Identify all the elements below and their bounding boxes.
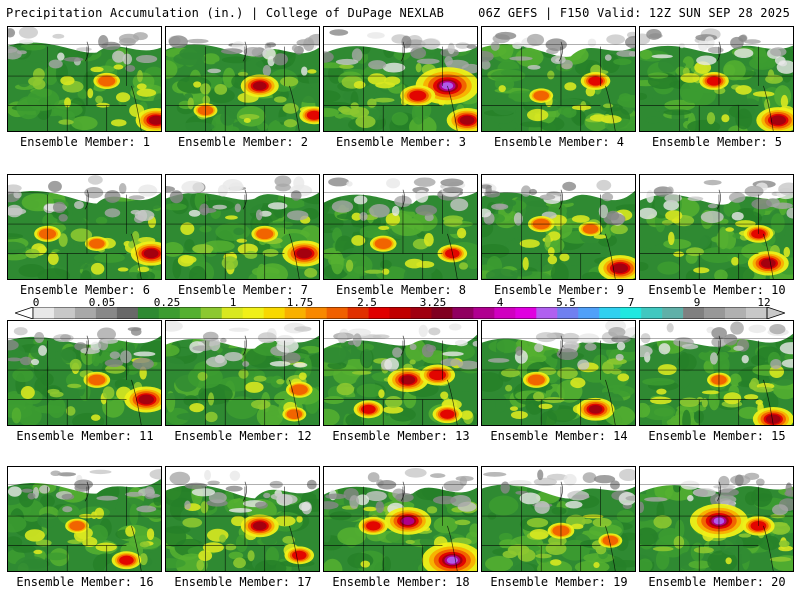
scale-swatch xyxy=(74,307,97,319)
scale-swatch xyxy=(116,307,139,319)
scale-tick-label: 4 xyxy=(496,296,504,309)
scale-swatch xyxy=(305,307,327,319)
ensemble-map-panel xyxy=(639,466,794,572)
ensemble-map-panel xyxy=(7,26,162,132)
ensemble-map-panel xyxy=(639,174,794,280)
scale-swatch xyxy=(410,307,432,319)
ensemble-map-panel xyxy=(323,26,478,132)
ensemble-member-label: Ensemble Member: 17 xyxy=(174,575,312,589)
ensemble-member-label: Ensemble Member: 14 xyxy=(490,429,628,443)
ensemble-map-panel xyxy=(165,26,320,132)
scale-swatch xyxy=(368,307,390,319)
scale-swatch xyxy=(263,307,285,319)
scale-swatch xyxy=(620,307,642,319)
ensemble-member-label: Ensemble Member: 11 xyxy=(16,429,154,443)
scale-tick-label: 3.25 xyxy=(419,296,447,309)
scale-swatch xyxy=(347,307,369,319)
ensemble-member-label: Ensemble Member: 20 xyxy=(648,575,786,589)
scale-tick-label: 1.75 xyxy=(286,296,314,309)
scale-swatch xyxy=(599,307,621,319)
scale-swatch xyxy=(662,307,684,319)
ensemble-member-label: Ensemble Member: 5 xyxy=(651,135,783,149)
scale-swatch xyxy=(431,307,453,319)
ensemble-map-panel xyxy=(481,26,636,132)
scale-tick-label: 0.05 xyxy=(88,296,116,309)
scale-swatch xyxy=(53,307,76,319)
scale-tick-label: 0.25 xyxy=(153,296,181,309)
scale-swatch xyxy=(389,307,411,319)
ensemble-map-panel xyxy=(481,320,636,426)
scale-tick-label: 1 xyxy=(229,296,237,309)
color-scale-bar xyxy=(15,307,785,319)
model-valid-time: 06Z GEFS | F150 Valid: 12Z SUN SEP 28 20… xyxy=(478,6,790,20)
ensemble-member-label: Ensemble Member: 1 xyxy=(19,135,151,149)
ensemble-member-label: Ensemble Member: 7 xyxy=(177,283,309,297)
scale-swatch xyxy=(95,307,118,319)
scale-tick-label: 5.5 xyxy=(556,296,576,309)
ensemble-member-label: Ensemble Member: 15 xyxy=(648,429,786,443)
ensemble-member-label: Ensemble Member: 4 xyxy=(493,135,625,149)
color-scale-labels: 0 0.05 0.25 1 1.75 2.5 3.25 4 5.5 7 9 12 xyxy=(0,296,800,309)
ensemble-member-label: Ensemble Member: 18 xyxy=(332,575,470,589)
scale-swatch xyxy=(725,307,747,319)
scale-tick-label: 7 xyxy=(627,296,635,309)
scale-swatch xyxy=(494,307,516,319)
scale-swatch xyxy=(179,307,202,319)
ensemble-member-label: Ensemble Member: 13 xyxy=(332,429,470,443)
scale-swatch xyxy=(704,307,726,319)
scale-swatch xyxy=(284,307,306,319)
ensemble-member-label: Ensemble Member: 2 xyxy=(177,135,309,149)
ensemble-map-panel xyxy=(323,320,478,426)
ensemble-member-label: Ensemble Member: 6 xyxy=(19,283,151,297)
ensemble-member-label: Ensemble Member: 3 xyxy=(335,135,467,149)
ensemble-member-label: Ensemble Member: 19 xyxy=(490,575,628,589)
ensemble-map-panel xyxy=(639,320,794,426)
scale-tick-label: 12 xyxy=(757,296,771,309)
scale-swatch xyxy=(473,307,495,319)
scale-swatch xyxy=(452,307,474,319)
ensemble-member-label: Ensemble Member: 12 xyxy=(174,429,312,443)
ensemble-member-label: Ensemble Member: 9 xyxy=(493,283,625,297)
ensemble-map-panel xyxy=(165,320,320,426)
scale-tick-label: 0 xyxy=(32,296,40,309)
ensemble-map-panel xyxy=(639,26,794,132)
map-title: Precipitation Accumulation (in.) | Colle… xyxy=(6,6,445,20)
ensemble-map-panel xyxy=(481,174,636,280)
ensemble-map-panel xyxy=(165,466,320,572)
scale-swatch xyxy=(536,307,558,319)
scale-swatch xyxy=(221,307,244,319)
scale-swatch xyxy=(326,307,348,319)
ensemble-map-panel xyxy=(7,320,162,426)
ensemble-map-panel xyxy=(323,466,478,572)
scale-swatch xyxy=(33,307,55,319)
scale-swatch xyxy=(515,307,537,319)
scale-swatch xyxy=(683,307,705,319)
ensemble-map-panel xyxy=(481,466,636,572)
ensemble-member-label: Ensemble Member: 8 xyxy=(335,283,467,297)
scale-swatch xyxy=(242,307,264,319)
scale-swatch xyxy=(746,307,768,319)
ensemble-map-panel xyxy=(323,174,478,280)
scale-tick-label: 2.5 xyxy=(357,296,377,309)
ensemble-map-panel xyxy=(7,174,162,280)
ensemble-member-label: Ensemble Member: 10 xyxy=(648,283,786,297)
scale-swatch xyxy=(578,307,600,319)
scale-swatch xyxy=(200,307,223,319)
scale-swatch xyxy=(158,307,181,319)
scale-swatch xyxy=(557,307,579,319)
ensemble-map-panel xyxy=(7,466,162,572)
ensemble-map-panel xyxy=(165,174,320,280)
scale-min-arrow xyxy=(15,307,34,319)
scale-swatch xyxy=(137,307,160,319)
scale-swatch xyxy=(641,307,663,319)
ensemble-member-label: Ensemble Member: 16 xyxy=(16,575,154,589)
scale-tick-label: 9 xyxy=(693,296,701,309)
